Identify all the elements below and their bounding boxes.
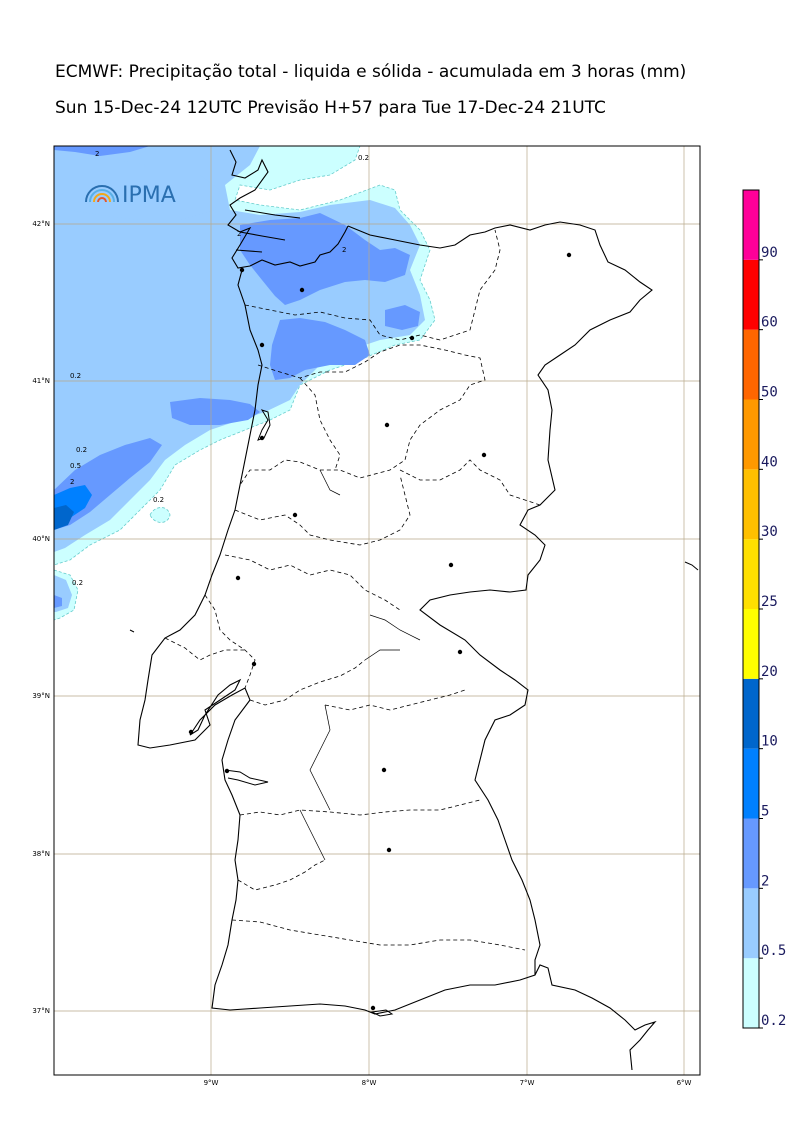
colorbar-segment bbox=[743, 469, 759, 540]
border-fragment bbox=[684, 561, 699, 571]
city-marker bbox=[299, 287, 305, 293]
lat-label: 37°N bbox=[32, 1007, 50, 1015]
lat-label: 39°N bbox=[32, 692, 50, 700]
lon-label: 8°W bbox=[362, 1079, 377, 1087]
contour-label: 2 bbox=[342, 246, 346, 254]
colorbar-label: 5 bbox=[761, 804, 769, 820]
district-capitals bbox=[188, 252, 572, 1011]
precip-area-0.2 bbox=[149, 507, 171, 523]
colorbar-label: 10 bbox=[761, 734, 778, 750]
chart-title: ECMWF: Precipitação total - liquida e só… bbox=[55, 62, 687, 82]
city-marker bbox=[409, 335, 415, 341]
lat-label: 42°N bbox=[32, 220, 50, 228]
colorbar-segment bbox=[743, 818, 759, 889]
colorbar-label: 20 bbox=[761, 664, 778, 680]
contour-label: 0.2 bbox=[358, 154, 369, 162]
contour-labels: 2 0.2 2 2 0.2 0.2 0.5 2 0.2 0.2 bbox=[70, 150, 369, 587]
precip-area-2 bbox=[385, 305, 420, 330]
city-marker bbox=[566, 252, 572, 258]
contour-label: 0.2 bbox=[72, 579, 83, 587]
colorbar-segment bbox=[743, 748, 759, 819]
colorbar-label: 50 bbox=[761, 385, 778, 401]
precipitation-field bbox=[54, 146, 436, 621]
colorbar-segment bbox=[743, 958, 759, 1028]
longitude-labels: 9°W 8°W 7°W 6°W bbox=[204, 1079, 692, 1087]
rainbow-icon bbox=[85, 185, 119, 203]
city-marker bbox=[457, 649, 463, 655]
colorbar-label: 90 bbox=[761, 245, 778, 261]
city-marker bbox=[239, 267, 245, 273]
precip-area-10 bbox=[54, 505, 74, 530]
contour-label: 0.2 bbox=[153, 496, 164, 504]
colorbar-segment bbox=[743, 678, 759, 749]
lat-label: 40°N bbox=[32, 535, 50, 543]
colorbar-segment bbox=[743, 609, 759, 679]
precip-area-2 bbox=[54, 595, 62, 608]
city-marker bbox=[251, 661, 257, 667]
coast-detail bbox=[129, 629, 135, 633]
colorbar-segment bbox=[743, 259, 759, 330]
precip-area-2 bbox=[54, 146, 150, 156]
colorbar-segment bbox=[743, 329, 759, 400]
ipma-logo: IPMA bbox=[85, 183, 176, 208]
colorbar-label: 2 bbox=[761, 873, 769, 889]
city-marker bbox=[292, 512, 298, 518]
contour-label: 2 bbox=[70, 478, 74, 486]
contour-label: 0.2 bbox=[76, 446, 87, 454]
colorbar-segment bbox=[743, 399, 759, 470]
city-marker bbox=[259, 435, 265, 441]
colorbar-label: 25 bbox=[761, 594, 778, 610]
faro-lagoon bbox=[370, 1009, 394, 1017]
graticule bbox=[54, 146, 700, 1075]
coastline-estuary bbox=[235, 209, 301, 253]
city-marker bbox=[448, 562, 454, 568]
contour-label: 2 bbox=[237, 230, 241, 238]
colorbar-label: 0.2 bbox=[761, 1013, 786, 1029]
city-marker bbox=[370, 1005, 376, 1011]
sado-estuary bbox=[224, 769, 269, 786]
portugal-east-border bbox=[347, 221, 653, 975]
city-marker bbox=[235, 575, 241, 581]
city-marker bbox=[188, 729, 194, 735]
contour-label: 0.5 bbox=[70, 462, 81, 470]
city-marker bbox=[384, 422, 390, 428]
lon-label: 9°W bbox=[204, 1079, 219, 1087]
precip-area-2 bbox=[240, 213, 410, 305]
regional-borders bbox=[299, 469, 421, 861]
colorbar-label: 60 bbox=[761, 315, 778, 331]
lon-label: 6°W bbox=[677, 1079, 692, 1087]
lon-label: 7°W bbox=[520, 1079, 535, 1087]
colorbar-label: 40 bbox=[761, 454, 778, 470]
city-marker bbox=[224, 768, 230, 774]
precip-area-0.5 bbox=[54, 158, 220, 220]
precip-area-2 bbox=[170, 398, 260, 425]
district-borders bbox=[164, 229, 541, 951]
city-marker bbox=[381, 767, 387, 773]
chart-subtitle: Sun 15-Dec-24 12UTC Previsão H+57 para T… bbox=[55, 98, 606, 118]
lat-label: 38°N bbox=[32, 850, 50, 858]
colorbar-label: 0.5 bbox=[761, 943, 786, 959]
coastline-galicia bbox=[227, 149, 349, 269]
logo-text: IPMA bbox=[122, 183, 176, 208]
colorbar-label: 30 bbox=[761, 524, 778, 540]
map-frame bbox=[53, 145, 701, 1076]
colorbar-segment bbox=[743, 190, 759, 260]
latitude-labels: 42°N 41°N 40°N 39°N 38°N 37°N bbox=[32, 220, 50, 1015]
colorbar-segment bbox=[743, 539, 759, 609]
city-marker bbox=[386, 847, 392, 853]
portugal-outline bbox=[137, 269, 657, 1071]
colorbar-segment bbox=[743, 888, 759, 959]
city-marker bbox=[259, 342, 265, 348]
contour-label: 2 bbox=[95, 150, 99, 158]
city-marker bbox=[481, 452, 487, 458]
lat-label: 41°N bbox=[32, 377, 50, 385]
contour-label: 0.2 bbox=[70, 372, 81, 380]
precip-area-2 bbox=[270, 318, 370, 380]
